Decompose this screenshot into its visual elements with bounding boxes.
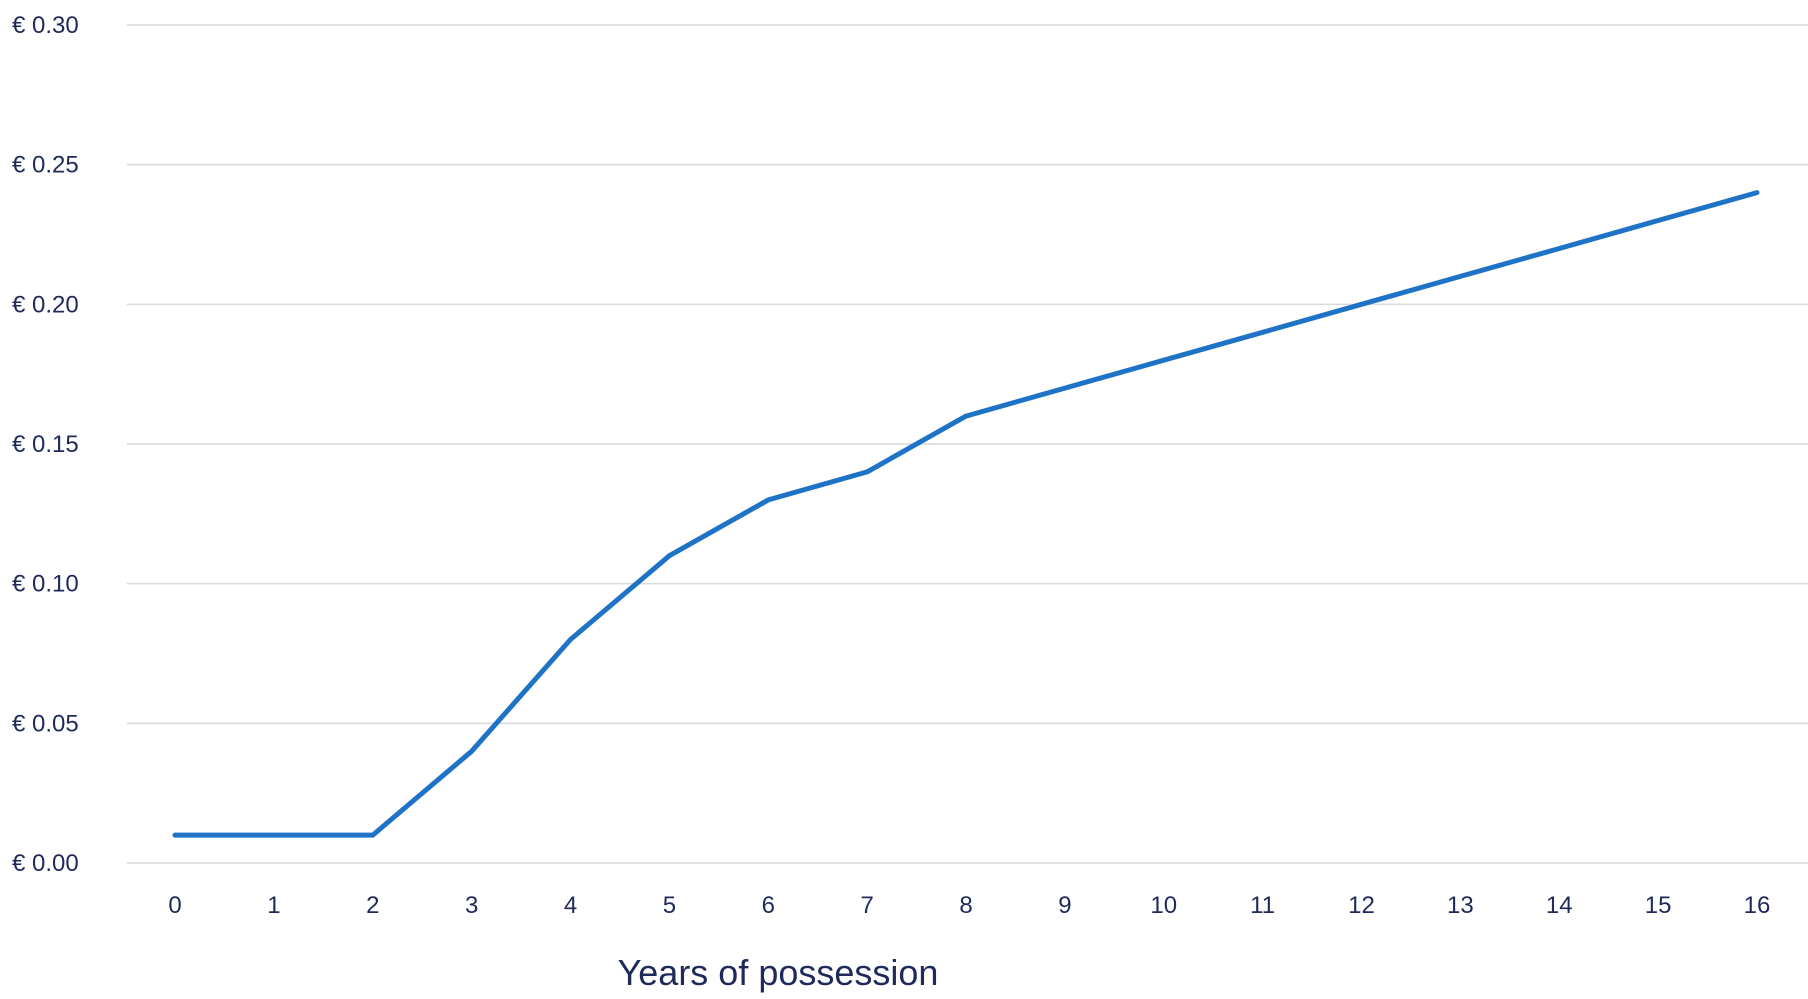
x-tick-label: 11	[1250, 892, 1275, 919]
x-tick-label: 10	[1150, 892, 1177, 919]
series-layer	[172, 190, 1760, 838]
x-tick-label: 16	[1744, 892, 1771, 919]
x-tick-label: 8	[959, 892, 972, 919]
x-tick-label: 6	[762, 892, 775, 919]
y-tick-label: € 0.05	[12, 710, 79, 737]
x-tick-label: 2	[366, 892, 379, 919]
x-tick-label: 3	[465, 892, 478, 919]
y-tick-label: € 0.25	[12, 152, 79, 179]
x-tick-label: 13	[1447, 892, 1474, 919]
y-axis-ticks: € 0.00 € 0.05 € 0.10 € 0.15 € 0.20 € 0.25 € 0.…	[12, 12, 79, 877]
series-line	[172, 190, 1760, 838]
x-tick-label: 0	[168, 892, 181, 919]
x-tick-label: 15	[1645, 892, 1672, 919]
y-tick-label: € 0.10	[12, 571, 79, 598]
x-tick-label: 9	[1058, 892, 1071, 919]
x-tick-label: 1	[267, 892, 280, 919]
x-tick-label: 12	[1348, 892, 1375, 919]
y-tick-label: € 0.30	[12, 12, 79, 39]
x-tick-label: 4	[564, 892, 577, 919]
y-tick-label: € 0.15	[12, 431, 79, 458]
x-axis-ticks: 0 1 2 3 4 5 6 7 8 9 10 11 12 13 14 15 16	[168, 892, 1770, 919]
gridlines	[127, 24, 1808, 864]
y-tick-label: € 0.00	[12, 850, 79, 877]
x-tick-label: 14	[1546, 892, 1573, 919]
x-tick-label: 5	[663, 892, 676, 919]
x-axis-title: Years of possession	[618, 952, 939, 993]
x-tick-label: 7	[860, 892, 873, 919]
y-tick-label: € 0.20	[12, 291, 79, 318]
